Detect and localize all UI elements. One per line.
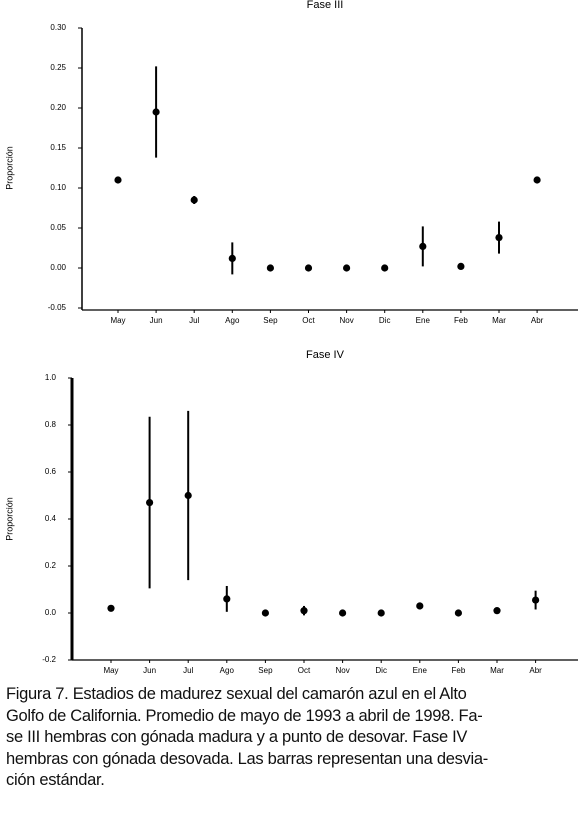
- x-tick-label: Jul: [189, 316, 199, 325]
- y-tick-label: 0.30: [50, 23, 66, 32]
- y-tick-label: 0.05: [50, 223, 66, 232]
- y-tick-label: 0.0: [45, 608, 57, 617]
- x-tick-label: Oct: [298, 666, 311, 675]
- x-tick-label: Sep: [258, 666, 273, 675]
- point: [532, 596, 540, 604]
- point: [190, 196, 198, 204]
- y-tick-label: 0.20: [50, 103, 66, 112]
- point: [146, 498, 154, 507]
- caption-line: hembras con gónada desovada. Las barras …: [6, 749, 488, 768]
- point: [107, 604, 115, 612]
- point: [266, 264, 274, 272]
- point: [419, 242, 427, 250]
- point: [304, 264, 313, 272]
- caption-line: Figura 7. Estadios de madurez sexual del…: [6, 685, 467, 703]
- x-tick-label: Jun: [150, 316, 163, 325]
- x-tick-label: May: [103, 666, 118, 675]
- caption: Figura 7. Estadios de madurez sexual del…: [6, 684, 578, 792]
- x-tick-label: Nov: [335, 666, 349, 675]
- x-tick-label: Ene: [416, 316, 431, 325]
- x-tick-label: Ago: [220, 666, 235, 675]
- point: [184, 491, 192, 500]
- x-tick-label: Sep: [263, 316, 278, 325]
- chart-title: Fase III: [307, 0, 344, 11]
- point: [495, 234, 503, 242]
- point: [300, 607, 308, 615]
- x-tick-label: Oct: [302, 316, 315, 325]
- x-tick-label: Dic: [375, 666, 387, 675]
- x-tick-label: Ago: [225, 316, 240, 325]
- y-tick-label: 0.25: [50, 63, 66, 72]
- x-tick-label: Mar: [492, 316, 506, 325]
- y-tick-label: 0.15: [50, 143, 66, 152]
- y-tick-label: 1.0: [45, 373, 57, 382]
- point: [533, 176, 541, 184]
- point: [457, 262, 465, 270]
- y-tick-label: 0.4: [45, 514, 57, 523]
- point: [343, 264, 351, 272]
- x-tick-label: Jun: [143, 666, 156, 675]
- x-tick-label: Abr: [529, 666, 542, 675]
- x-tick-label: Nov: [339, 316, 353, 325]
- point: [339, 609, 347, 617]
- x-tick-label: Dic: [379, 316, 391, 325]
- caption-line: ción estándar.: [6, 771, 105, 789]
- x-tick-label: Jul: [183, 666, 193, 675]
- point: [223, 595, 231, 603]
- point: [228, 254, 236, 262]
- x-tick-label: Abr: [531, 316, 544, 325]
- point: [493, 607, 501, 615]
- y-axis-label: Proporción: [4, 146, 14, 190]
- point: [261, 609, 269, 617]
- y-tick-label: 0.6: [45, 467, 57, 476]
- y-tick-label: 0.2: [45, 561, 57, 570]
- point: [114, 176, 122, 184]
- point: [454, 609, 462, 617]
- point: [377, 609, 385, 617]
- y-tick-label: -0.05: [48, 303, 67, 312]
- y-tick-label: 0.00: [50, 263, 66, 272]
- point: [416, 602, 424, 610]
- charts: Fase III Proporción -0.05 0.00 0.05 0.10 0.15 0…: [4, 0, 578, 675]
- caption-line: se III hembras con gónada madura y a pun…: [6, 728, 468, 746]
- x-tick-label: Ene: [413, 666, 428, 675]
- y-axis-label: Proporción: [4, 497, 14, 541]
- x-tick-label: May: [110, 316, 125, 325]
- caption-line: Golfo de California. Promedio de mayo de…: [6, 706, 483, 725]
- y-tick-label: 0.8: [45, 420, 57, 429]
- x-tick-label: Feb: [452, 666, 466, 675]
- y-tick-label: 0.10: [50, 183, 66, 192]
- y-tick-label: -0.2: [42, 655, 56, 664]
- x-tick-label: Feb: [454, 316, 468, 325]
- x-tick-label: Mar: [490, 666, 504, 675]
- point: [152, 108, 160, 116]
- chart-title: Fase IV: [306, 349, 345, 361]
- point: [381, 264, 389, 272]
